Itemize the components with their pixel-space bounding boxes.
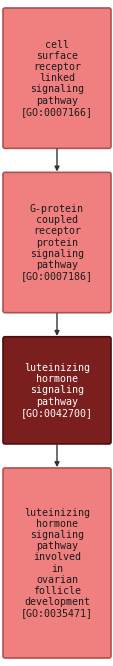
FancyBboxPatch shape	[3, 468, 110, 658]
Text: G-protein
coupled
receptor
protein
signaling
pathway
[GO:0007186]: G-protein coupled receptor protein signa…	[21, 204, 92, 281]
Text: cell
surface
receptor
linked
signaling
pathway
[GO:0007166]: cell surface receptor linked signaling p…	[21, 39, 92, 117]
Text: luteinizing
hormone
signaling
pathway
involved
in
ovarian
follicle
development
[: luteinizing hormone signaling pathway in…	[21, 507, 92, 619]
FancyBboxPatch shape	[3, 8, 110, 149]
FancyBboxPatch shape	[3, 337, 110, 444]
Text: luteinizing
hormone
signaling
pathway
[GO:0042700]: luteinizing hormone signaling pathway [G…	[21, 363, 92, 418]
FancyBboxPatch shape	[3, 172, 110, 313]
